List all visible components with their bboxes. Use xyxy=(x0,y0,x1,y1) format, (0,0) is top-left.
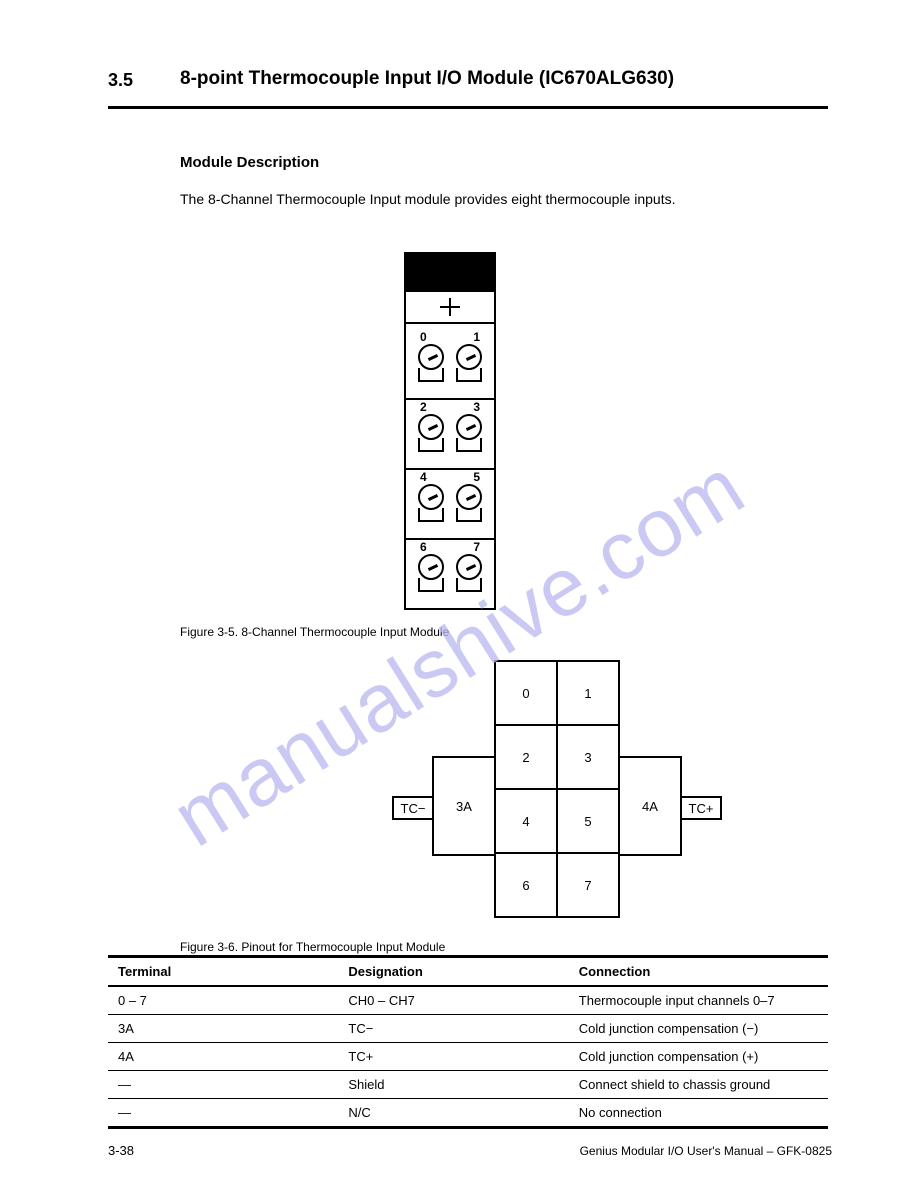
table-cell: Connect shield to chassis ground xyxy=(569,1071,828,1099)
pin-box: 6 xyxy=(494,852,558,918)
pin-side-box: 4A xyxy=(618,756,682,856)
channel-row-4-5: 4 5 xyxy=(406,472,494,532)
figure-caption: Figure 3-5. 8-Channel Thermocouple Input… xyxy=(180,625,449,639)
port-icon xyxy=(454,554,484,594)
pin-box: 0 xyxy=(494,660,558,726)
divider xyxy=(406,322,494,324)
pin-box: 4 xyxy=(494,788,558,854)
table-cell: Shield xyxy=(338,1071,568,1099)
table-cell: 0 – 7 xyxy=(108,986,338,1015)
body-paragraph: The 8-Channel Thermocouple Input module … xyxy=(180,190,820,210)
page-number: 3-38 xyxy=(108,1143,134,1158)
port-icon xyxy=(454,344,484,384)
module-frame: 0 1 2 3 4 5 6 7 xyxy=(404,292,496,610)
pin-box: 5 xyxy=(556,788,620,854)
channel-label: 5 xyxy=(473,470,480,484)
table-row: 0 – 7 CH0 – CH7 Thermocouple input chann… xyxy=(108,986,828,1015)
table-header: Designation xyxy=(338,957,568,987)
channel-label: 6 xyxy=(420,540,427,554)
port-icon xyxy=(416,484,446,524)
port-icon xyxy=(454,484,484,524)
module-illustration: 0 1 2 3 4 5 6 7 xyxy=(404,252,496,610)
table-cell: N/C xyxy=(338,1099,568,1128)
channel-label: 1 xyxy=(473,330,480,344)
channel-row-0-1: 0 1 xyxy=(406,332,494,392)
header-rule xyxy=(108,106,828,109)
module-cap xyxy=(404,252,496,292)
footer-doc-title: Genius Modular I/O User's Manual – GFK-0… xyxy=(580,1144,832,1158)
table-cell: — xyxy=(108,1071,338,1099)
table-row: — N/C No connection xyxy=(108,1099,828,1128)
table-cell: CH0 – CH7 xyxy=(338,986,568,1015)
table-cell: Cold junction compensation (−) xyxy=(569,1015,828,1043)
port-icon xyxy=(416,554,446,594)
pin-box: 3 xyxy=(556,724,620,790)
pin-side-label: TC− xyxy=(392,796,434,820)
table-cell: — xyxy=(108,1099,338,1128)
table-cell: 4A xyxy=(108,1043,338,1071)
pin-side-box: 3A xyxy=(432,756,496,856)
table-cell: TC+ xyxy=(338,1043,568,1071)
channel-label: 7 xyxy=(473,540,480,554)
port-icon xyxy=(454,414,484,454)
table-header-row: Terminal Designation Connection xyxy=(108,957,828,987)
cross-icon xyxy=(440,306,460,308)
channel-label: 3 xyxy=(473,400,480,414)
section-number: 3.5 xyxy=(108,70,133,91)
table-row: — Shield Connect shield to chassis groun… xyxy=(108,1071,828,1099)
table-row: 3A TC− Cold junction compensation (−) xyxy=(108,1015,828,1043)
channel-label: 4 xyxy=(420,470,427,484)
pin-box: 1 xyxy=(556,660,620,726)
port-icon xyxy=(416,344,446,384)
port-icon xyxy=(416,414,446,454)
page-title: 8-point Thermocouple Input I/O Module (I… xyxy=(180,68,674,90)
table-row: 4A TC+ Cold junction compensation (+) xyxy=(108,1043,828,1071)
figure-caption: Figure 3-6. Pinout for Thermocouple Inpu… xyxy=(180,940,445,954)
table-header: Terminal xyxy=(108,957,338,987)
table-cell: Thermocouple input channels 0–7 xyxy=(569,986,828,1015)
pinout-diagram: 0 1 2 3 4 5 6 7 3A TC− 4A TC+ xyxy=(404,660,714,926)
table-cell: 3A xyxy=(108,1015,338,1043)
pinout-table: Terminal Designation Connection 0 – 7 CH… xyxy=(108,955,828,1129)
table-cell: Cold junction compensation (+) xyxy=(569,1043,828,1071)
table-header: Connection xyxy=(569,957,828,987)
channel-label: 2 xyxy=(420,400,427,414)
channel-row-6-7: 6 7 xyxy=(406,542,494,602)
table-cell: No connection xyxy=(569,1099,828,1128)
pin-box: 7 xyxy=(556,852,620,918)
channel-label: 0 xyxy=(420,330,427,344)
table-cell: TC− xyxy=(338,1015,568,1043)
pin-side-label: TC+ xyxy=(680,796,722,820)
pin-box: 2 xyxy=(494,724,558,790)
subsection-heading: Module Description xyxy=(180,154,319,171)
channel-row-2-3: 2 3 xyxy=(406,402,494,462)
page-root: 3.5 8-point Thermocouple Input I/O Modul… xyxy=(0,0,918,1188)
